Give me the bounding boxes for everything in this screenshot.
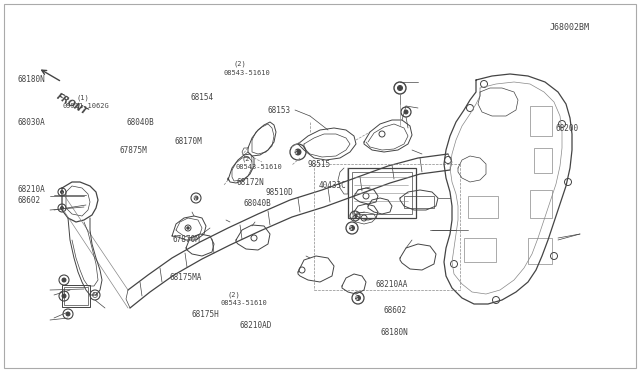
Circle shape bbox=[397, 86, 403, 90]
Text: 40433C: 40433C bbox=[319, 181, 346, 190]
Bar bbox=[468, 196, 498, 218]
Text: 09911-1062G: 09911-1062G bbox=[63, 103, 109, 109]
Circle shape bbox=[62, 278, 66, 282]
Text: FRONT: FRONT bbox=[55, 92, 89, 117]
Text: 08543-51610: 08543-51610 bbox=[224, 70, 271, 76]
Text: (1): (1) bbox=[77, 94, 90, 101]
Bar bbox=[530, 106, 552, 136]
Text: 68154: 68154 bbox=[191, 93, 214, 102]
Text: 68210AA: 68210AA bbox=[376, 280, 408, 289]
Bar bbox=[464, 238, 496, 262]
Bar bbox=[64, 287, 88, 305]
Text: 68180N: 68180N bbox=[381, 328, 408, 337]
Text: 68180N: 68180N bbox=[18, 76, 45, 84]
Circle shape bbox=[62, 294, 66, 298]
Bar bbox=[62, 285, 90, 307]
Text: 08543-51610: 08543-51610 bbox=[221, 300, 268, 306]
Text: N: N bbox=[192, 196, 196, 201]
Circle shape bbox=[295, 149, 301, 155]
Text: S: S bbox=[293, 150, 297, 154]
Text: 68602: 68602 bbox=[18, 196, 41, 205]
Circle shape bbox=[404, 110, 408, 114]
Circle shape bbox=[66, 312, 70, 316]
Text: N: N bbox=[93, 292, 97, 298]
Text: 68170M: 68170M bbox=[174, 137, 202, 146]
Text: S: S bbox=[348, 225, 352, 231]
Text: 98515: 98515 bbox=[307, 160, 330, 169]
Text: (2): (2) bbox=[234, 61, 246, 67]
Circle shape bbox=[61, 190, 63, 193]
Circle shape bbox=[187, 227, 189, 229]
Text: 68210AD: 68210AD bbox=[240, 321, 273, 330]
Text: 68210A: 68210A bbox=[18, 185, 45, 194]
Text: 68200: 68200 bbox=[556, 124, 579, 133]
Text: 68040B: 68040B bbox=[127, 118, 154, 127]
Circle shape bbox=[61, 206, 63, 209]
Bar bbox=[404, 196, 434, 208]
Bar bbox=[352, 172, 412, 214]
Text: 67875M: 67875M bbox=[119, 146, 147, 155]
Text: 98510D: 98510D bbox=[266, 188, 293, 197]
Bar bbox=[348, 168, 416, 218]
Bar bbox=[530, 190, 552, 218]
Text: J68002BM: J68002BM bbox=[549, 23, 589, 32]
Circle shape bbox=[355, 295, 360, 301]
Circle shape bbox=[353, 214, 357, 218]
Text: 68153: 68153 bbox=[268, 106, 291, 115]
Text: 68030A: 68030A bbox=[18, 118, 45, 126]
Text: 67870M: 67870M bbox=[173, 235, 200, 244]
Bar bbox=[528, 238, 552, 264]
Text: 68175MA: 68175MA bbox=[170, 273, 202, 282]
Bar bbox=[534, 148, 552, 173]
Circle shape bbox=[194, 196, 198, 200]
Text: (2): (2) bbox=[227, 291, 240, 298]
Text: (2): (2) bbox=[242, 155, 255, 162]
Circle shape bbox=[349, 225, 355, 231]
Text: 68602: 68602 bbox=[384, 306, 407, 315]
Text: 08543-51610: 08543-51610 bbox=[236, 164, 282, 170]
Text: 68040B: 68040B bbox=[243, 199, 271, 208]
Text: 68175H: 68175H bbox=[192, 310, 220, 319]
Text: S: S bbox=[355, 295, 358, 301]
Text: S: S bbox=[351, 214, 355, 218]
Text: 68172N: 68172N bbox=[237, 178, 264, 187]
